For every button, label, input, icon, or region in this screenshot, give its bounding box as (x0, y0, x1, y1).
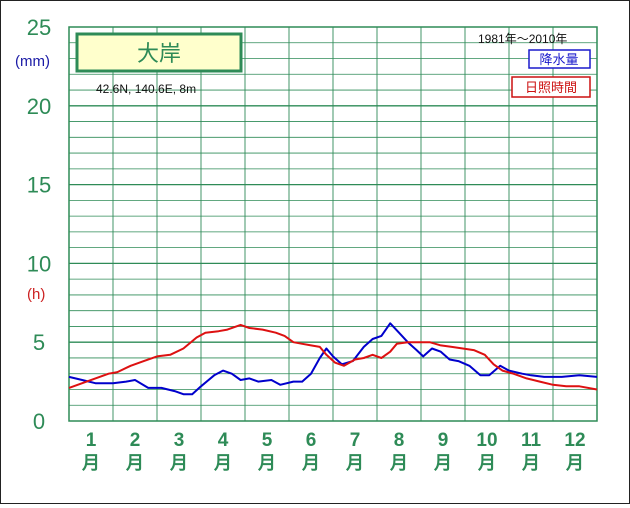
month-suffix-label: 月 (565, 453, 584, 473)
y-tick-label: 25 (27, 15, 51, 40)
y-tick-labels: 25 20 15 10 5 0 (27, 15, 51, 434)
month-suffix-label: 月 (477, 453, 496, 473)
month-suffix-label: 月 (301, 453, 320, 473)
sunshine-unit-label: (h) (27, 286, 45, 303)
y-tick-label: 5 (33, 330, 45, 355)
month-number-label: 11 (521, 430, 542, 451)
month-number-label: 9 (438, 430, 449, 451)
month-number-label: 8 (394, 430, 405, 451)
month-number-label: 1 (86, 430, 97, 451)
month-number-label: 3 (174, 430, 185, 451)
month-suffix-label: 月 (389, 453, 408, 473)
location-label: 42.6N, 140.6E, 8m (96, 82, 196, 96)
period-label: 1981年～2010年 (478, 32, 567, 46)
legend-sunshine: 日照時間 (511, 76, 591, 98)
month-suffix-label: 月 (433, 453, 452, 473)
title-box: 大岸 (75, 32, 243, 73)
y-tick-label: 15 (27, 173, 51, 198)
chart-title: 大岸 (137, 41, 181, 66)
month-number-label: 2 (130, 430, 141, 451)
y-tick-label: 0 (33, 409, 45, 434)
month-number-label: 4 (218, 430, 229, 451)
y-tick-label: 20 (27, 94, 51, 119)
precip-unit-label: (mm) (15, 53, 50, 70)
precipitation-line (68, 322, 598, 396)
y-tick-label: 10 (27, 251, 51, 276)
month-number-label: 6 (306, 430, 317, 451)
series-lines (68, 322, 598, 396)
legend-sunshine-label: 日照時間 (525, 80, 577, 95)
month-number-label: 5 (262, 430, 273, 451)
month-suffix-label: 月 (81, 453, 100, 473)
legend-precip: 降水量 (528, 49, 591, 69)
month-suffix-label: 月 (521, 453, 540, 473)
month-suffix-label: 月 (169, 453, 188, 473)
sunshine-line (68, 323, 598, 391)
month-number-label: 7 (350, 430, 361, 451)
month-suffix-label: 月 (345, 453, 364, 473)
month-number-label: 12 (564, 430, 585, 451)
month-suffix-label: 月 (125, 453, 144, 473)
month-suffix-label: 月 (257, 453, 276, 473)
month-suffix-label: 月 (213, 453, 232, 473)
month-number-label: 10 (476, 430, 497, 451)
legend-precip-label: 降水量 (539, 52, 578, 67)
